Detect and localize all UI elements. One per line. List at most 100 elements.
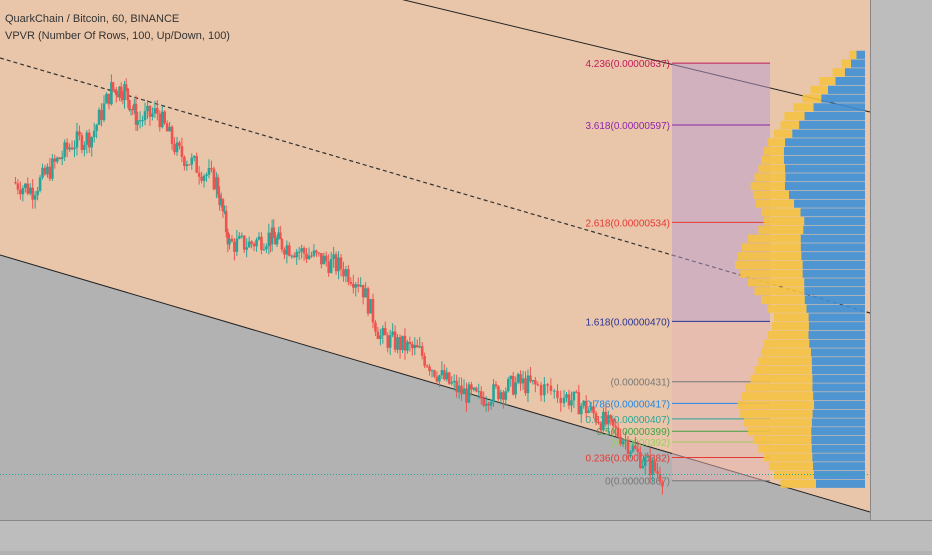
candle-body-112 <box>269 232 272 245</box>
candle-body-56 <box>138 120 142 122</box>
candle-body-232 <box>565 394 568 398</box>
vp-up-10 <box>785 138 865 147</box>
candle-body-85 <box>210 168 213 170</box>
vp-down-48 <box>774 470 815 480</box>
candle-body-153 <box>364 288 367 298</box>
vp-down-17 <box>755 199 795 208</box>
vp-up-22 <box>800 243 865 252</box>
candle-body-212 <box>509 375 513 380</box>
candle-body-71 <box>175 142 179 153</box>
candle-body-64 <box>158 113 162 128</box>
candle-body-38 <box>107 93 111 105</box>
candle-body-213 <box>511 375 515 395</box>
vp-up-8 <box>799 120 865 129</box>
vp-up-30 <box>808 313 865 322</box>
candle-body-133 <box>315 250 318 253</box>
candle-body-259 <box>631 445 635 452</box>
candle-body-214 <box>514 382 517 395</box>
vp-up-46 <box>812 453 865 462</box>
candle-body-171 <box>408 341 412 345</box>
candle-body-17 <box>55 157 59 162</box>
candle-body-152 <box>361 284 365 298</box>
vp-down-49 <box>780 479 816 488</box>
vp-down-1 <box>841 59 851 68</box>
candle-body-110 <box>265 246 268 250</box>
time-axis[interactable] <box>0 520 932 551</box>
vp-up-24 <box>802 260 865 269</box>
candle-body-99 <box>238 236 241 239</box>
candle-body-25 <box>75 131 79 148</box>
candle-body-78 <box>192 156 196 158</box>
candle-body-16 <box>53 158 57 162</box>
candle-body-168 <box>401 335 404 351</box>
fib-label-7: 0.5(0.00000399) <box>597 427 670 438</box>
candle-body-37 <box>105 93 108 104</box>
vp-up-37 <box>812 374 865 383</box>
candle-body-24 <box>73 147 76 150</box>
candle-body-94 <box>226 232 230 245</box>
candle-body-188 <box>450 382 453 384</box>
candle-body-12 <box>43 167 47 175</box>
candle-body-203 <box>487 403 490 406</box>
candle-body-108 <box>260 236 263 251</box>
candle-body-270 <box>658 473 662 482</box>
candle-body-75 <box>185 164 189 167</box>
vp-up-40 <box>814 400 865 410</box>
channel-fill <box>0 0 870 512</box>
vp-down-29 <box>767 304 807 313</box>
candle-body-260 <box>634 445 637 449</box>
vp-up-28 <box>804 295 865 305</box>
candle-body-55 <box>136 120 139 125</box>
candle-body-86 <box>212 168 216 190</box>
price-axis[interactable] <box>870 0 932 520</box>
candle-body-51 <box>129 109 133 111</box>
candle-body-113 <box>270 227 274 245</box>
candle-body-70 <box>173 144 176 153</box>
vp-down-5 <box>802 94 822 103</box>
candle-body-241 <box>587 410 590 413</box>
candle-body-116 <box>275 238 279 245</box>
candle-body-240 <box>584 400 588 413</box>
fib-label-8: (0.00000392) <box>611 438 671 449</box>
candle-body-135 <box>320 252 323 265</box>
candle-body-77 <box>190 157 194 165</box>
vp-down-11 <box>763 147 784 156</box>
vp-up-34 <box>810 348 865 357</box>
candle-body-166 <box>396 337 399 350</box>
candle-body-125 <box>295 251 299 258</box>
vp-up-15 <box>784 182 865 191</box>
candle-body-180 <box>430 370 434 372</box>
vp-up-2 <box>844 68 865 77</box>
candle-body-144 <box>342 269 345 277</box>
candle-body-224 <box>539 384 543 396</box>
candle-body-123 <box>290 255 294 257</box>
candle-body-91 <box>221 199 225 212</box>
vp-down-6 <box>793 103 814 112</box>
vp-up-9 <box>792 129 865 138</box>
candle-body-29 <box>85 132 89 145</box>
candle-body-19 <box>60 157 64 160</box>
vp-down-8 <box>780 120 800 129</box>
candle-body-74 <box>183 156 186 167</box>
fib-label-9: 0.236(0.00000382) <box>585 454 670 465</box>
candle-body-102 <box>245 247 248 250</box>
vp-down-26 <box>748 278 805 287</box>
candle-body-175 <box>418 346 422 348</box>
vp-down-19 <box>763 217 805 226</box>
candle-body-226 <box>546 384 549 386</box>
candle-body-159 <box>379 335 382 339</box>
candle-body-167 <box>398 337 402 351</box>
candle-body-59 <box>146 105 149 112</box>
vp-down-41 <box>740 409 813 418</box>
candle-body-218 <box>524 378 527 394</box>
candle-body-26 <box>78 131 81 136</box>
candle-body-158 <box>376 331 380 339</box>
fib-label-4: (0.00000431) <box>611 378 671 389</box>
candle-body-67 <box>165 123 169 132</box>
fib-label-2: 2.618(0.00000534) <box>585 218 670 229</box>
candle-body-79 <box>195 156 198 173</box>
candle-body-246 <box>599 423 603 431</box>
vp-up-25 <box>802 269 865 278</box>
